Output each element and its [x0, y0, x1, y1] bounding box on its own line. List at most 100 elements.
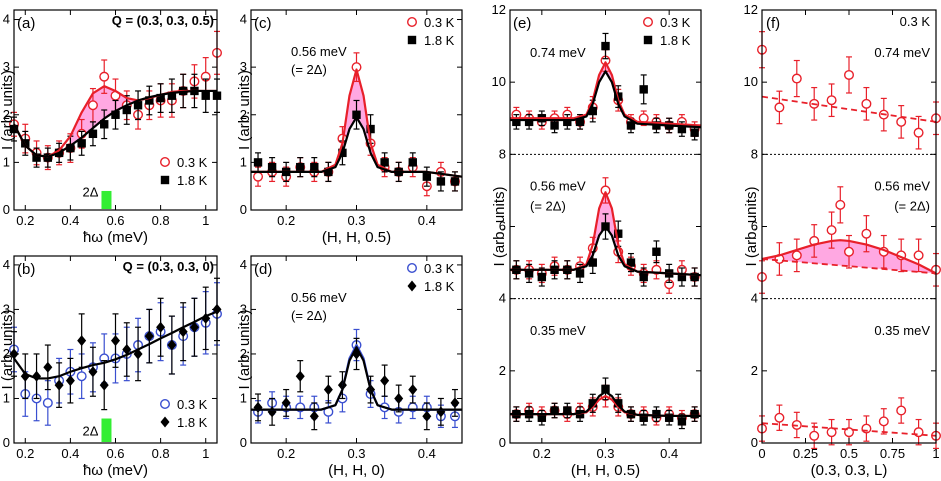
series-line-f-6 [761, 422, 937, 437]
y-tick-label: 4 [499, 291, 506, 306]
legend-marker [407, 263, 418, 274]
data-point [20, 370, 30, 382]
legend-marker [159, 156, 170, 167]
x-tick-label: 0.25 [793, 446, 818, 461]
y-axis-label: I (arb. units) [0, 70, 16, 150]
data-point [295, 370, 305, 382]
data-point [614, 229, 623, 238]
x-axis-label: (H, H, 0.5) [322, 229, 391, 246]
series-line-a-3 [13, 89, 217, 158]
y-tick-label: 4 [3, 257, 10, 272]
data-point [601, 41, 610, 51]
x-tick-label: 0.4 [660, 446, 678, 461]
series-line-e-9 [510, 225, 702, 277]
series-line-f-5 [761, 239, 937, 275]
y-tick-label: 0 [3, 435, 10, 450]
data-point [42, 397, 53, 408]
x-tick-label: 0.8 [152, 213, 170, 228]
y-axis-label: I (arb. units) [0, 309, 16, 389]
data-point [588, 106, 597, 116]
y-tick-label: 2 [3, 107, 10, 122]
y-tick-label: 6 [751, 219, 758, 234]
y-tick-label: 0 [3, 202, 10, 217]
data-point [111, 335, 120, 347]
gap-annotation: (= 2Δ) [291, 62, 327, 77]
x-tick-label: 0.8 [152, 446, 170, 461]
data-point [639, 413, 648, 422]
section-label-gap: (= 2Δ) [530, 198, 566, 213]
y-tick-label: 3 [240, 59, 247, 74]
data-point [537, 413, 547, 422]
energy-annotation: 0.56 meV [291, 44, 347, 59]
data-point [690, 128, 699, 137]
panel-title: Q = (0.3, 0.3, 0) [123, 259, 214, 274]
data-point [281, 397, 291, 409]
x-tick-label: 0.4 [61, 446, 79, 461]
data-point [690, 409, 699, 419]
legend-marker [407, 280, 417, 292]
data-point [422, 172, 432, 181]
gap-marker-bar [101, 190, 112, 209]
section-label-056: 0.56 meV [530, 178, 586, 193]
data-point [826, 225, 837, 236]
y-tick-label: 1 [3, 154, 10, 169]
data-point [563, 117, 572, 127]
y-tick-label: 10 [492, 74, 506, 89]
data-point [43, 361, 53, 373]
series-line-c-3 [251, 116, 463, 178]
data-point [844, 246, 855, 257]
x-tick-label: 0 [758, 446, 765, 461]
data-point [677, 417, 687, 426]
x-axis-label: ħω (meV) [83, 229, 148, 246]
x-tick-label: 0.2 [277, 446, 295, 461]
y-tick-label: 3 [3, 301, 10, 316]
gap-marker-bar [101, 418, 112, 442]
data-point [878, 416, 889, 427]
x-tick-label: 0.3 [347, 213, 365, 228]
data-point [626, 121, 636, 130]
series-line-b-2 [13, 310, 218, 380]
energy-annotation: 0.56 meV [291, 290, 347, 305]
data-point [267, 406, 277, 418]
data-point [436, 177, 446, 186]
data-point [99, 71, 110, 82]
panel-label: (b) [17, 261, 35, 278]
x-tick-label: 1 [202, 213, 209, 228]
gap-marker-label: 2Δ [83, 184, 99, 199]
data-point [913, 250, 924, 261]
x-tick-label: 0.4 [418, 213, 436, 228]
data-point [122, 105, 131, 115]
data-point [323, 384, 333, 396]
data-point [324, 167, 333, 177]
temperature-label: 0.3 K [900, 14, 931, 29]
y-axis-label: I (arb. units) [236, 309, 253, 389]
data-point [144, 330, 154, 342]
data-point [133, 101, 143, 110]
data-point [575, 117, 585, 127]
data-point [626, 258, 636, 267]
data-point [896, 405, 907, 416]
data-point [677, 124, 687, 134]
data-point [861, 98, 872, 109]
data-point [167, 91, 177, 100]
series-line-f-4 [761, 258, 937, 275]
y-axis-label: I (arb. units) [491, 186, 508, 266]
y-tick-label: 0 [751, 435, 758, 450]
data-point [835, 199, 846, 210]
y-tick-label: 2 [240, 346, 247, 361]
section-label-074: 0.74 meV [530, 45, 586, 60]
y-tick-label: 12 [744, 2, 758, 17]
data-point [88, 366, 98, 378]
legend-label: 1.8 K [660, 33, 691, 48]
data-point [167, 339, 177, 351]
legend-label: 1.8 K [177, 415, 208, 430]
y-tick-label: 1 [3, 390, 10, 405]
y-tick-label: 0 [499, 435, 506, 450]
legend-label: 0.3 K [177, 397, 208, 412]
panel-label: (d) [254, 261, 272, 278]
data-point [408, 384, 418, 396]
data-point [512, 117, 521, 127]
legend-label: 0.3 K [424, 261, 455, 276]
data-point [201, 91, 210, 100]
panel-label: (c) [254, 15, 272, 32]
